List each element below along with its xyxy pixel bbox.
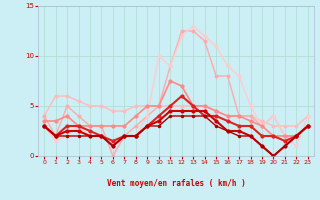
X-axis label: Vent moyen/en rafales ( km/h ): Vent moyen/en rafales ( km/h )	[107, 179, 245, 188]
